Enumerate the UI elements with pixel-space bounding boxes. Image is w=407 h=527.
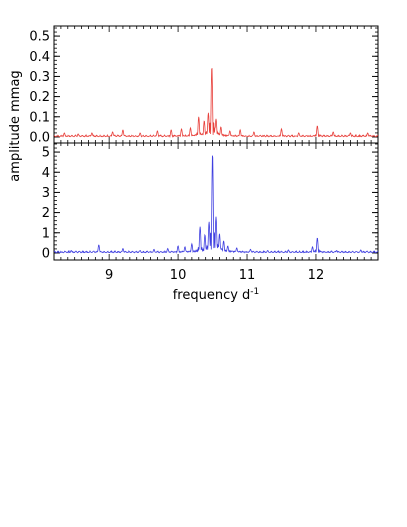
bottom-ytick-label: 0 xyxy=(42,246,50,261)
x-axis-label-text: frequency d xyxy=(173,288,251,303)
bottom-ytick-label: 3 xyxy=(42,186,50,201)
bottom-ytick-label: 5 xyxy=(42,146,50,161)
x-axis-label: frequency d-1 xyxy=(173,287,260,303)
top-panel-ytick-labels: 0.0 0.1 0.2 0.3 0.4 0.5 xyxy=(29,30,50,146)
bottom-ytick-label: 4 xyxy=(42,166,50,181)
top-panel-frame xyxy=(53,25,379,144)
top-panel-ticks xyxy=(53,26,379,143)
bottom-xtick-label: 12 xyxy=(308,268,325,283)
top-panel: 0.0 0.1 0.2 0.3 0.4 0.5 xyxy=(29,25,379,146)
top-ytick-label: 0.3 xyxy=(29,70,50,85)
bottom-xtick-label: 10 xyxy=(170,268,187,283)
top-ytick-label: 0.1 xyxy=(29,110,50,125)
bottom-xtick-label: 9 xyxy=(105,268,113,283)
bottom-ytick-label: 2 xyxy=(42,206,50,221)
bottom-series-line xyxy=(53,155,379,254)
bottom-panel-xtick-labels: 9 10 11 12 xyxy=(105,268,324,283)
bottom-panel-frame xyxy=(53,142,379,261)
top-ytick-label: 0.2 xyxy=(29,90,50,105)
top-series-line xyxy=(53,67,379,139)
x-axis-label-superscript: -1 xyxy=(250,287,259,297)
bottom-xtick-label: 11 xyxy=(239,268,256,283)
top-ytick-label: 0.4 xyxy=(29,50,50,65)
top-ytick-label: 0.0 xyxy=(29,130,50,145)
y-axis-label: amplitude mmag xyxy=(8,70,23,181)
bottom-panel-ytick-labels: 0 1 2 3 4 5 xyxy=(42,146,50,262)
bottom-panel-ticks xyxy=(53,143,379,260)
top-ytick-label: 0.5 xyxy=(29,30,50,45)
bottom-ytick-label: 1 xyxy=(42,226,50,241)
